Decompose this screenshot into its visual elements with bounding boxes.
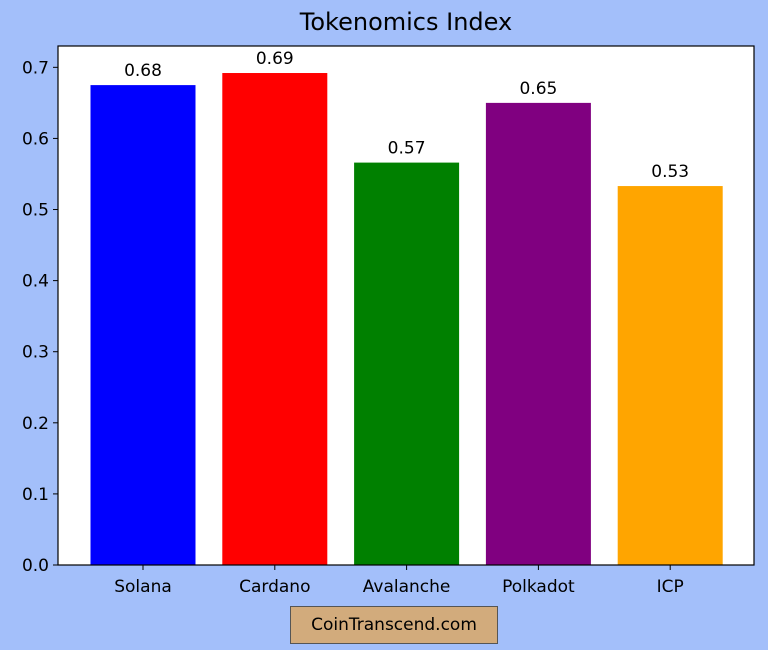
x-tick-label-icp: ICP: [657, 577, 684, 597]
y-tick-label: 0.6: [22, 129, 49, 149]
x-tick-label-cardano: Cardano: [239, 577, 310, 597]
data-label-icp: 0.53: [651, 162, 689, 182]
y-tick-label: 0.1: [22, 485, 49, 505]
y-tick-label: 0.3: [22, 343, 49, 363]
data-label-avalanche: 0.57: [388, 139, 426, 159]
chart-title: Tokenomics Index: [299, 8, 513, 36]
y-tick-label: 0.5: [22, 201, 49, 221]
bar-icp: [617, 186, 723, 565]
x-tick-label-polkadot: Polkadot: [502, 577, 575, 597]
bar-polkadot: [485, 102, 591, 565]
data-label-polkadot: 0.65: [519, 79, 557, 99]
bar-avalanche: [354, 162, 460, 565]
bar-solana: [90, 85, 196, 566]
source-badge: CoinTranscend.com: [290, 606, 498, 644]
plot-frame: [57, 45, 755, 566]
y-tick-label: 0.4: [22, 272, 49, 292]
bar-cardano: [222, 73, 328, 565]
x-tick-label-solana: Solana: [114, 577, 172, 597]
y-tick-label: 0.0: [22, 556, 49, 576]
data-label-solana: 0.68: [124, 61, 162, 81]
x-tick-label-avalanche: Avalanche: [363, 577, 451, 597]
data-label-cardano: 0.69: [256, 49, 294, 69]
y-tick-label: 0.2: [22, 414, 49, 434]
y-tick-label: 0.7: [22, 58, 49, 78]
